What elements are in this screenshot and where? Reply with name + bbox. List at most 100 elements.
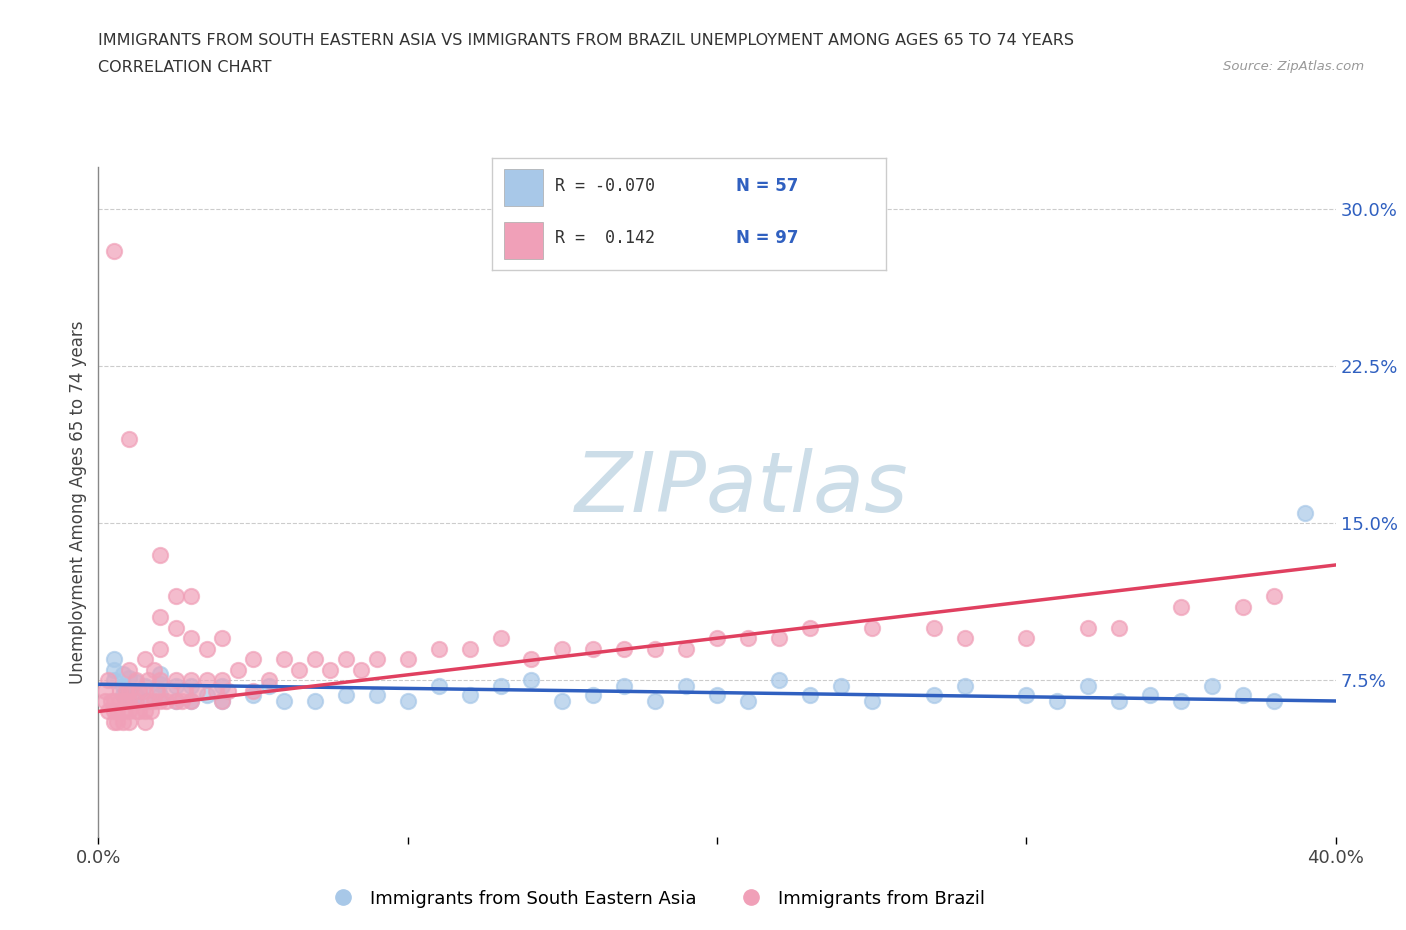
Point bbox=[165, 589, 187, 604]
Point bbox=[170, 694, 193, 709]
Point bbox=[180, 694, 202, 709]
Point bbox=[149, 687, 172, 702]
Point bbox=[1015, 687, 1038, 702]
Point bbox=[124, 675, 146, 690]
Point bbox=[675, 642, 697, 657]
Point bbox=[644, 642, 666, 657]
Point bbox=[112, 679, 135, 694]
Point bbox=[211, 631, 233, 645]
Point bbox=[165, 694, 187, 709]
Point bbox=[1046, 694, 1069, 709]
Point bbox=[1170, 694, 1192, 709]
Point bbox=[922, 620, 945, 635]
Point bbox=[149, 677, 172, 692]
Point bbox=[118, 662, 141, 677]
Point bbox=[830, 679, 852, 694]
Point bbox=[134, 652, 156, 667]
Point bbox=[613, 642, 636, 657]
Point bbox=[146, 683, 169, 698]
Point bbox=[242, 683, 264, 698]
Point bbox=[159, 683, 181, 698]
Point bbox=[350, 662, 373, 677]
Point bbox=[1170, 600, 1192, 615]
Point bbox=[273, 694, 295, 709]
Point bbox=[118, 683, 141, 698]
Point bbox=[211, 672, 233, 687]
Point bbox=[1108, 620, 1130, 635]
Point bbox=[304, 694, 326, 709]
Point bbox=[335, 652, 357, 667]
Text: N = 97: N = 97 bbox=[737, 230, 799, 247]
Point bbox=[706, 631, 728, 645]
Point bbox=[582, 642, 605, 657]
Point bbox=[675, 679, 697, 694]
Point bbox=[860, 620, 883, 635]
Point bbox=[458, 642, 481, 657]
Point bbox=[195, 672, 218, 687]
Point bbox=[108, 683, 131, 698]
Point bbox=[211, 679, 233, 694]
Point bbox=[103, 714, 125, 729]
Point bbox=[613, 679, 636, 694]
Legend: Immigrants from South Eastern Asia, Immigrants from Brazil: Immigrants from South Eastern Asia, Immi… bbox=[318, 883, 993, 915]
Point bbox=[489, 631, 512, 645]
Point bbox=[195, 687, 218, 702]
Point bbox=[124, 704, 146, 719]
Point bbox=[180, 679, 202, 694]
Text: CORRELATION CHART: CORRELATION CHART bbox=[98, 60, 271, 75]
Point bbox=[100, 694, 122, 709]
Point bbox=[304, 652, 326, 667]
Point bbox=[165, 672, 187, 687]
Point bbox=[139, 704, 162, 719]
Point bbox=[118, 683, 141, 698]
Point bbox=[319, 662, 342, 677]
Point bbox=[799, 687, 821, 702]
Point bbox=[1294, 505, 1316, 520]
Point bbox=[860, 694, 883, 709]
Text: ZIPatlas: ZIPatlas bbox=[575, 448, 908, 529]
Point bbox=[97, 672, 120, 687]
Point bbox=[257, 672, 280, 687]
Point bbox=[149, 694, 172, 709]
Point bbox=[143, 662, 166, 677]
Point bbox=[143, 694, 166, 709]
Point bbox=[134, 694, 156, 709]
Point bbox=[180, 589, 202, 604]
Point bbox=[149, 672, 172, 687]
Point bbox=[953, 679, 976, 694]
Point bbox=[165, 694, 187, 709]
Point bbox=[922, 687, 945, 702]
Text: Source: ZipAtlas.com: Source: ZipAtlas.com bbox=[1223, 60, 1364, 73]
Point bbox=[396, 694, 419, 709]
Point bbox=[103, 652, 125, 667]
Point bbox=[118, 694, 141, 709]
Point bbox=[105, 714, 128, 729]
Point bbox=[217, 683, 239, 698]
Point bbox=[551, 694, 574, 709]
Point bbox=[149, 667, 172, 682]
Point bbox=[128, 683, 150, 698]
Point bbox=[242, 652, 264, 667]
Point bbox=[366, 687, 388, 702]
Point bbox=[396, 652, 419, 667]
Point bbox=[134, 704, 156, 719]
Point bbox=[103, 694, 125, 709]
FancyBboxPatch shape bbox=[503, 169, 543, 206]
Point bbox=[93, 694, 115, 709]
Point bbox=[128, 704, 150, 719]
Point bbox=[118, 714, 141, 729]
Point bbox=[205, 683, 228, 698]
Text: N = 57: N = 57 bbox=[737, 177, 799, 195]
Point bbox=[582, 687, 605, 702]
Point bbox=[118, 704, 141, 719]
FancyBboxPatch shape bbox=[503, 221, 543, 259]
Point bbox=[644, 694, 666, 709]
Point bbox=[112, 667, 135, 682]
Point bbox=[1015, 631, 1038, 645]
Point bbox=[799, 620, 821, 635]
Point bbox=[186, 683, 208, 698]
Point bbox=[242, 687, 264, 702]
Point bbox=[149, 642, 172, 657]
Point bbox=[427, 642, 450, 657]
Point bbox=[124, 672, 146, 687]
